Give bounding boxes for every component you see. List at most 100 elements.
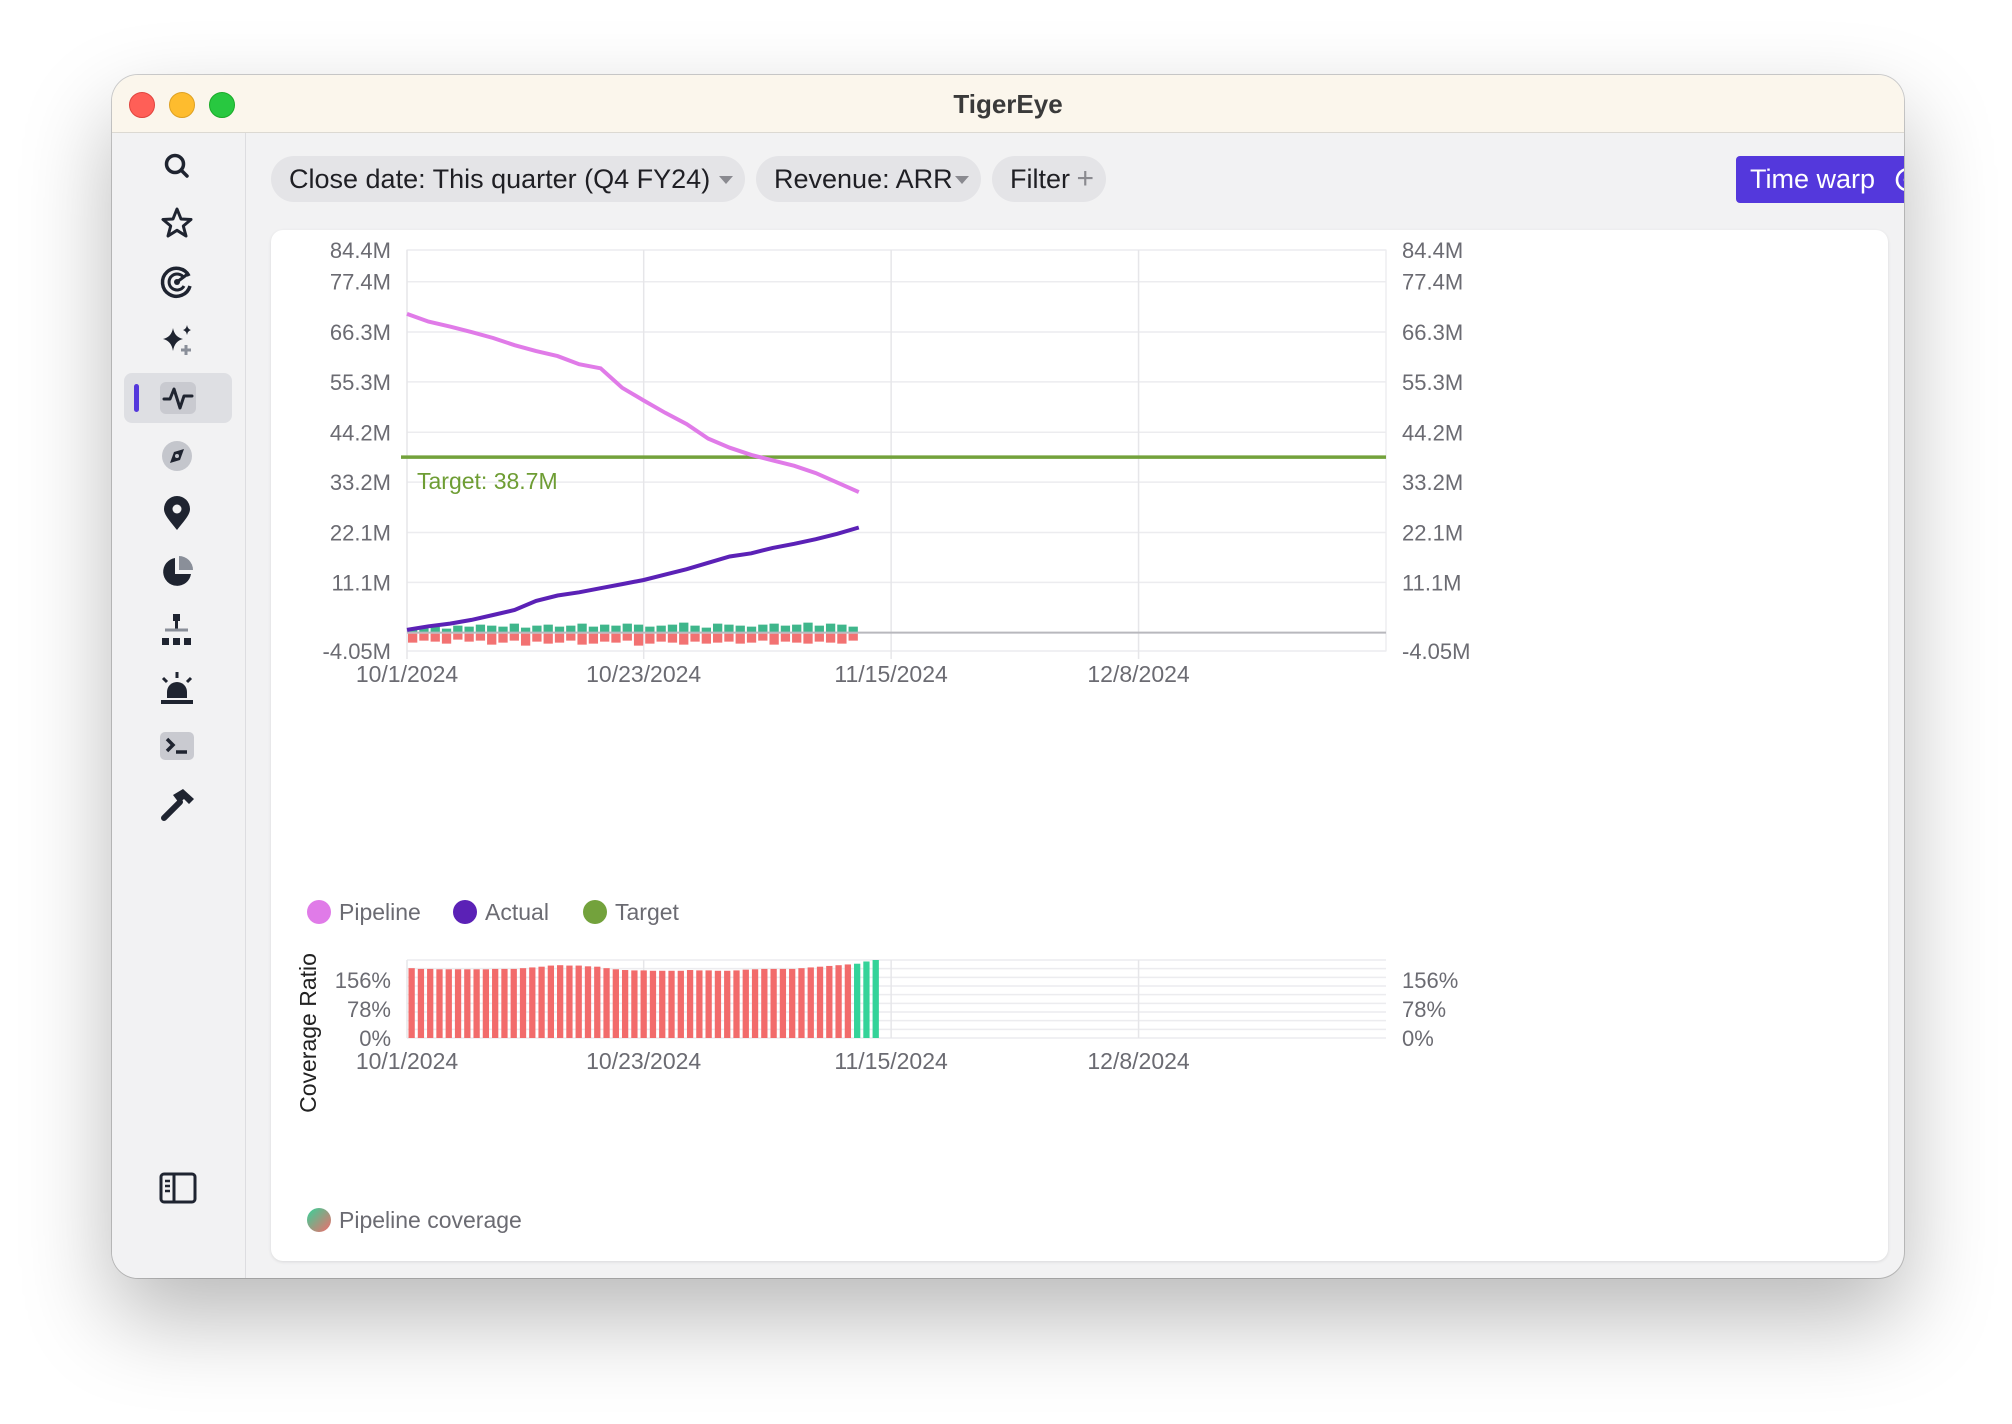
- close-date-filter[interactable]: Close date: This quarter (Q4 FY24): [271, 156, 745, 202]
- sidebar-item-pulse[interactable]: [124, 373, 232, 423]
- coverage-bar: [603, 968, 610, 1038]
- coverage-bars: [408, 960, 879, 1038]
- daily-gain-bar: [690, 625, 700, 633]
- legend-pipeline-swatch: [307, 900, 331, 924]
- coverage-bar: [807, 967, 814, 1038]
- daily-gain-bar: [656, 625, 666, 633]
- coverage-bar: [863, 961, 870, 1038]
- daily-gain-bar: [792, 624, 802, 633]
- daily-gain-bar: [724, 624, 734, 633]
- sidebar-item-alerts[interactable]: [124, 663, 232, 713]
- main-y-axis-right: 84.4M 77.4M 66.3M 55.3M 44.2M 33.2M 22.1M 11.1M…: [1402, 238, 1470, 664]
- y-tick-label: 78%: [347, 997, 391, 1022]
- coverage-bar: [705, 970, 712, 1038]
- daily-gain-bar: [735, 625, 745, 633]
- y-tick-label: 22.1M: [1402, 520, 1463, 545]
- sidebar-item-favorites[interactable]: [124, 199, 232, 249]
- y-tick-label: 66.3M: [330, 320, 391, 345]
- daily-gain-bar: [837, 624, 847, 633]
- y-tick-label: 0%: [1402, 1026, 1434, 1051]
- sidebar-item-reports[interactable]: [124, 547, 232, 597]
- sidebar-item-ai[interactable]: [124, 315, 232, 365]
- daily-loss-bar: [408, 633, 418, 643]
- coverage-bar: [408, 968, 415, 1038]
- close-window-button[interactable]: [129, 92, 155, 118]
- revenue-filter-label: Revenue: ARR: [774, 164, 953, 194]
- daily-loss-bar: [837, 633, 847, 644]
- time-warp-label: Time warp: [1750, 164, 1876, 194]
- x-tick-label: 10/23/2024: [586, 661, 701, 687]
- y-tick-label: 66.3M: [1402, 320, 1463, 345]
- daily-gain-bar: [825, 623, 836, 633]
- daily-loss-bar: [758, 633, 768, 641]
- minimize-window-button[interactable]: [169, 92, 195, 118]
- daily-loss-bar: [792, 633, 802, 643]
- coverage-bar: [659, 970, 666, 1038]
- daily-gain-bar: [803, 622, 813, 633]
- y-tick-label: 55.3M: [330, 370, 391, 395]
- sidebar-item-hierarchy[interactable]: [124, 605, 232, 655]
- daily-gain-bar: [611, 625, 621, 633]
- y-tick-label: 44.2M: [1402, 420, 1463, 445]
- zoom-window-button[interactable]: [209, 92, 235, 118]
- daily-gain-bar: [554, 626, 565, 633]
- daily-loss-bar: [475, 633, 486, 641]
- coverage-bar: [621, 970, 629, 1038]
- daily-loss-bar: [825, 633, 836, 643]
- hierarchy-icon: [162, 614, 191, 645]
- sidebar-item-search[interactable]: [124, 141, 232, 191]
- sidebar-item-console[interactable]: [124, 721, 232, 771]
- daily-loss-bar: [419, 633, 429, 641]
- daily-gain-bar: [487, 625, 497, 633]
- daily-gain-bar: [633, 624, 644, 633]
- coverage-bar: [575, 965, 582, 1038]
- coverage-bar: [751, 969, 759, 1038]
- y-tick-label: 84.4M: [330, 238, 391, 263]
- daily-loss-bar: [588, 633, 599, 644]
- legend-pipeline-label: Pipeline: [339, 899, 421, 925]
- daily-loss-bar: [814, 633, 824, 642]
- coverage-bar: [631, 970, 638, 1038]
- coverage-bar: [724, 970, 731, 1038]
- coverage-bar: [454, 969, 462, 1038]
- daily-gain-bar: [419, 627, 429, 633]
- daily-gain-bar: [509, 623, 519, 633]
- y-tick-label: 77.4M: [1402, 270, 1463, 295]
- coverage-bar: [761, 968, 768, 1038]
- y-tick-label: 156%: [1402, 968, 1458, 993]
- daily-gain-bar: [441, 628, 452, 633]
- sidebar-item-radar[interactable]: [124, 257, 232, 307]
- daily-gain-bar: [746, 626, 757, 633]
- revenue-filter[interactable]: Revenue: ARR: [756, 156, 981, 202]
- y-tick-label: 55.3M: [1402, 370, 1463, 395]
- x-tick-label: 12/8/2024: [1087, 661, 1190, 687]
- add-filter-button[interactable]: Filter +: [992, 156, 1106, 202]
- daily-gain-bar: [758, 624, 768, 633]
- daily-gain-bar: [600, 624, 610, 633]
- sidebar-item-locations[interactable]: [124, 489, 232, 539]
- daily-gain-bar: [588, 626, 599, 633]
- daily-loss-bar: [554, 633, 565, 643]
- time-warp-button[interactable]: Time warp: [1736, 156, 1904, 203]
- sidebar-item-explore[interactable]: [124, 431, 232, 481]
- coverage-bar: [816, 966, 824, 1038]
- y-tick-label: -4.05M: [1402, 639, 1470, 664]
- y-tick-label: 33.2M: [1402, 470, 1463, 495]
- daily-gain-bar: [430, 626, 440, 633]
- y-tick-label: 0%: [359, 1026, 391, 1051]
- coverage-bar: [696, 970, 703, 1038]
- daily-loss-bar: [645, 633, 655, 644]
- sidebar-toggle-icon: [159, 1172, 197, 1204]
- coverage-bar: [742, 969, 749, 1038]
- daily-loss-bar: [520, 633, 531, 646]
- coverage-bar: [584, 966, 592, 1038]
- window-title: TigerEye: [953, 89, 1063, 119]
- sidebar-item-tools[interactable]: [124, 779, 232, 829]
- chart-svg: 84.4M 77.4M 66.3M 55.3M 44.2M 33.2M 22.1M 11.1M…: [295, 238, 1470, 1233]
- daily-gain-bar: [543, 624, 553, 633]
- sidebar-toggle[interactable]: [124, 1163, 232, 1213]
- daily-gain-bar: [645, 626, 655, 633]
- actual-series-line: [406, 525, 860, 632]
- coverage-bar: [612, 969, 619, 1038]
- main-legend: Pipeline Actual Target: [307, 899, 680, 925]
